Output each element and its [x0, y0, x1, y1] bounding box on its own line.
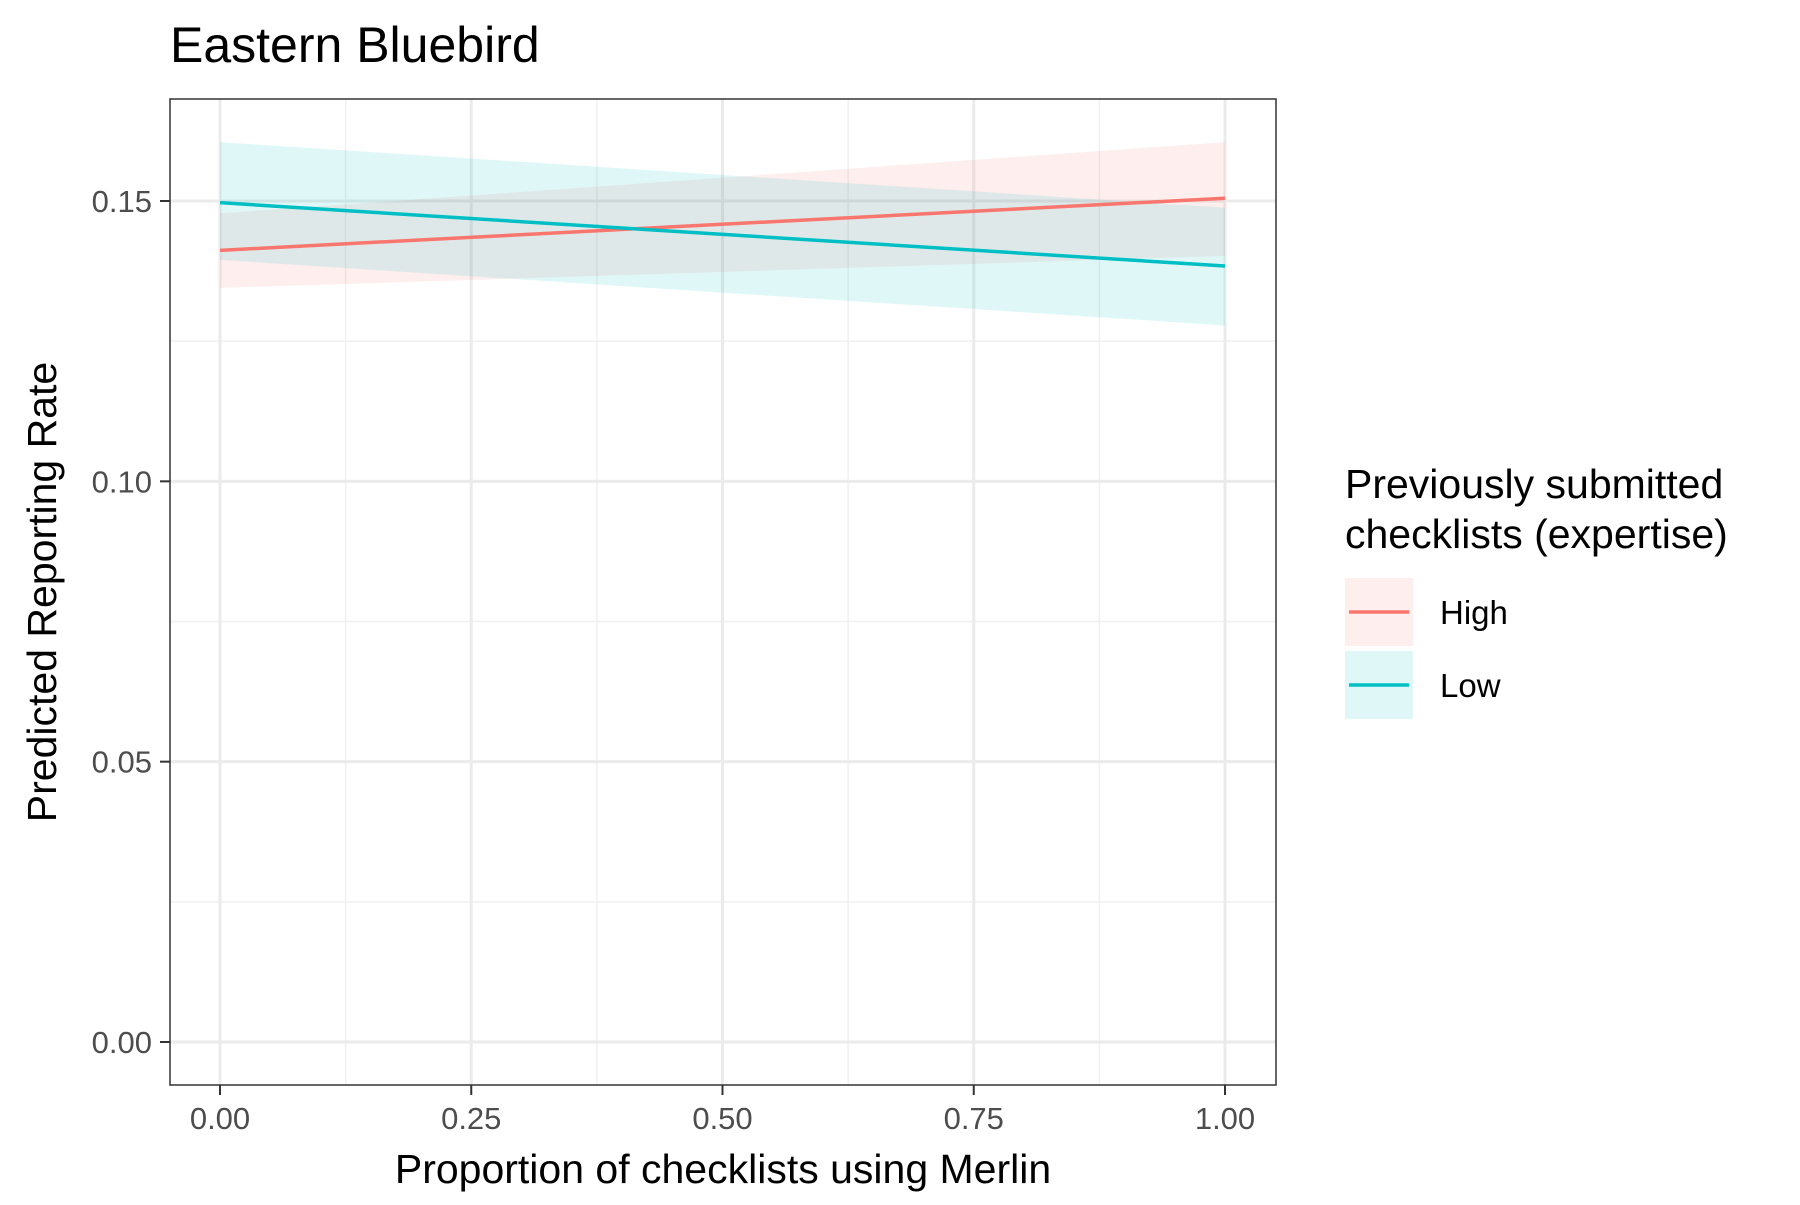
- y-tick-label: 0.15: [92, 184, 152, 219]
- legend-title: checklists (expertise): [1345, 511, 1728, 557]
- y-tick-label: 0.10: [92, 464, 152, 499]
- x-axis-title: Proportion of checklists using Merlin: [395, 1146, 1051, 1192]
- y-tick-label: 0.00: [92, 1025, 152, 1060]
- series-line-low: [219, 200, 1226, 268]
- y-axis-title: Predicted Reporting Rate: [19, 362, 65, 822]
- x-tick-label: 0.25: [441, 1101, 501, 1136]
- x-tick-label: 0.00: [190, 1101, 250, 1136]
- legend-title: Previously submitted: [1345, 461, 1723, 507]
- y-tick-label: 0.05: [92, 745, 152, 780]
- chart-title: Eastern Bluebird: [170, 17, 540, 73]
- x-tick-label: 0.75: [944, 1101, 1004, 1136]
- x-tick-label: 1.00: [1195, 1101, 1255, 1136]
- series-line-high: [219, 196, 1226, 253]
- x-tick-label: 0.50: [692, 1101, 752, 1136]
- legend-label-low: Low: [1440, 667, 1501, 704]
- legend-label-high: High: [1440, 594, 1508, 631]
